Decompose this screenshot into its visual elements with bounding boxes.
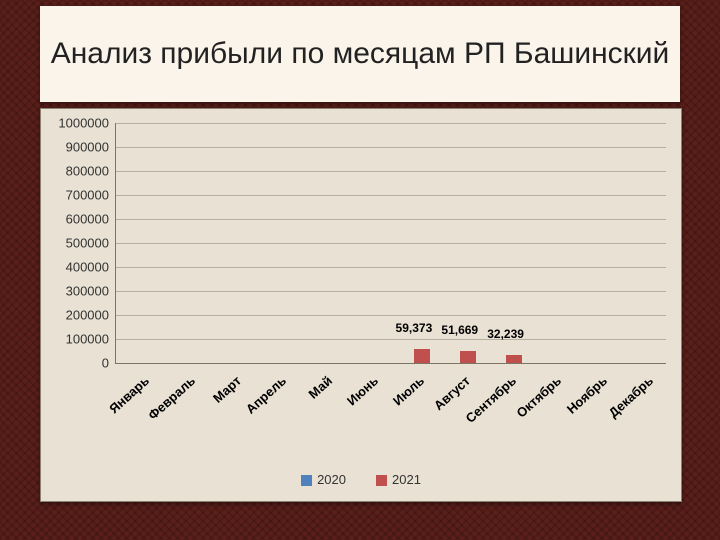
x-tick-label: Июль xyxy=(390,373,427,408)
grid-line xyxy=(116,147,666,148)
chart-plot-area: 59,373 51,669 32,239 xyxy=(115,123,666,364)
x-tick-label: Август xyxy=(431,373,473,413)
y-tick-label: 200000 xyxy=(43,308,109,323)
slide-title: Анализ прибыли по месяцам РП Башинский xyxy=(51,35,670,73)
y-tick-label: 600000 xyxy=(43,212,109,227)
bar xyxy=(460,351,476,363)
x-tick-label: Март xyxy=(210,373,244,406)
grid-line xyxy=(116,267,666,268)
y-tick-label: 700000 xyxy=(43,188,109,203)
value-label: 51,669 xyxy=(441,323,478,337)
grid-line xyxy=(116,315,666,316)
y-tick-label: 800000 xyxy=(43,164,109,179)
grid-line xyxy=(116,219,666,220)
legend-swatch xyxy=(376,475,387,486)
x-tick-label: Ноябрь xyxy=(564,373,610,417)
x-tick-label: Июнь xyxy=(344,373,381,408)
chart-box: 59,37351,66932,239 ЯнварьФевральМартАпре… xyxy=(40,108,682,502)
x-tick-label: Октябрь xyxy=(514,373,565,421)
y-tick-label: 300000 xyxy=(43,284,109,299)
y-tick-label: 0 xyxy=(43,356,109,371)
legend-swatch xyxy=(301,475,312,486)
grid-line xyxy=(116,291,666,292)
x-tick-label: Май xyxy=(306,373,336,402)
grid-line xyxy=(116,243,666,244)
y-tick-label: 1000000 xyxy=(43,116,109,131)
bar xyxy=(506,355,522,363)
x-tick-label: Декабрь xyxy=(606,373,656,421)
x-axis-labels: ЯнварьФевральМартАпрельМайИюньИюльАвгуст… xyxy=(115,367,665,437)
grid-line xyxy=(116,171,666,172)
y-tick-label: 100000 xyxy=(43,332,109,347)
grid-line xyxy=(116,339,666,340)
y-tick-label: 500000 xyxy=(43,236,109,251)
y-tick-label: 400000 xyxy=(43,260,109,275)
y-tick-label: 900000 xyxy=(43,140,109,155)
legend: 2020 2021 xyxy=(41,472,681,487)
x-tick-label: Апрель xyxy=(243,373,289,417)
x-tick-label: Февраль xyxy=(145,373,198,423)
slide: Анализ прибыли по месяцам РП Башинский 5… xyxy=(0,0,720,540)
grid-line xyxy=(116,123,666,124)
bar xyxy=(414,349,430,363)
legend-label: 2021 xyxy=(392,472,421,487)
title-box: Анализ прибыли по месяцам РП Башинский xyxy=(40,6,680,102)
value-label: 59,373 xyxy=(396,321,433,335)
value-label: 32,239 xyxy=(487,327,524,341)
legend-label: 2020 xyxy=(317,472,346,487)
grid-line xyxy=(116,195,666,196)
